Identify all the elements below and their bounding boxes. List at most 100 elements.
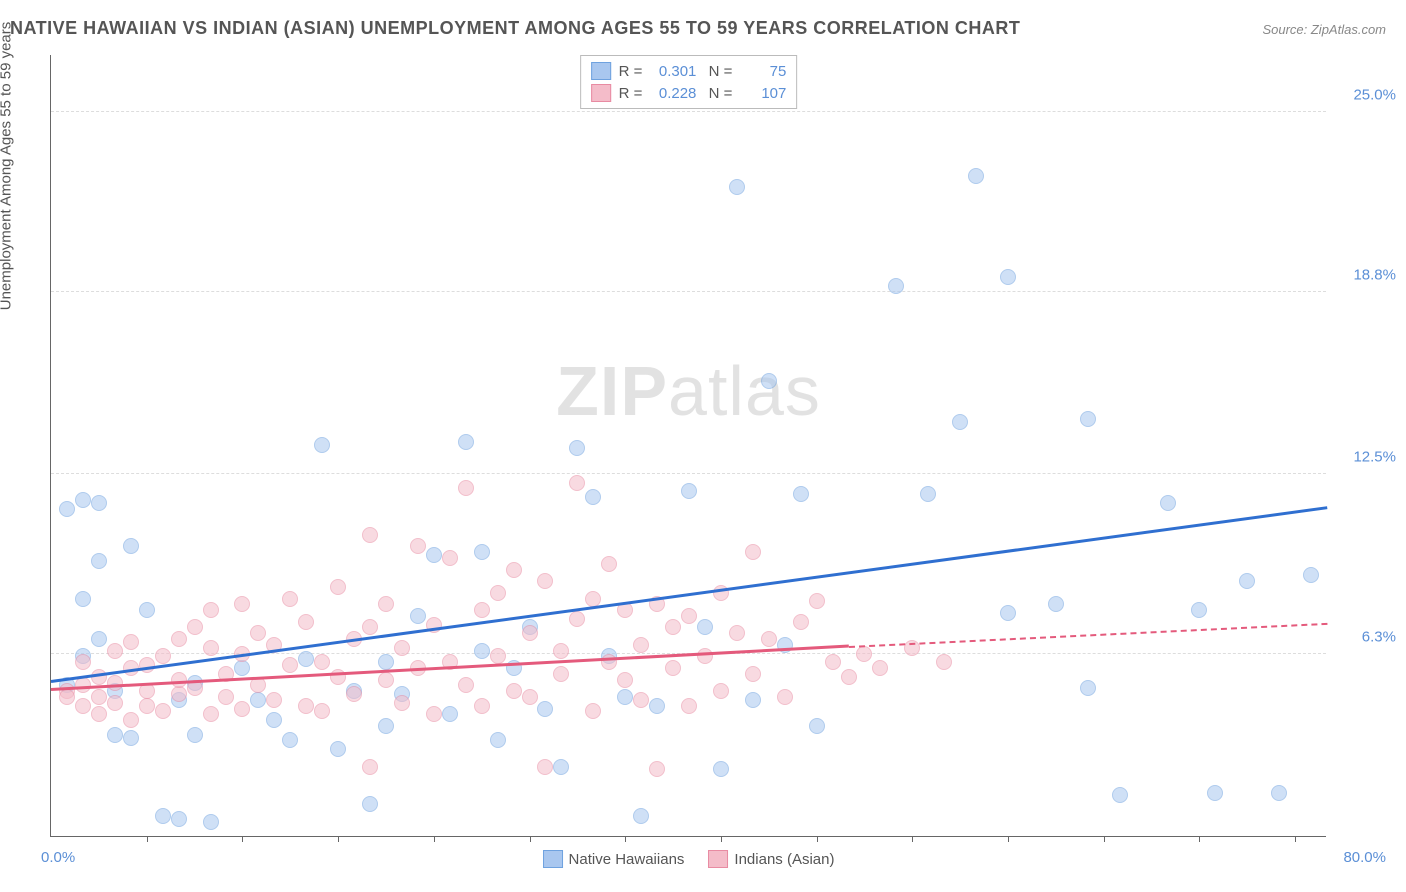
scatter-point — [250, 692, 266, 708]
scatter-point — [442, 706, 458, 722]
gridline — [51, 473, 1326, 474]
scatter-point — [91, 706, 107, 722]
scatter-point — [139, 698, 155, 714]
plot-area: ZIPatlas R =0.301 N =75R =0.228 N =107 0… — [50, 55, 1326, 837]
scatter-point — [458, 677, 474, 693]
scatter-point — [585, 703, 601, 719]
scatter-point — [1080, 680, 1096, 696]
scatter-point — [633, 637, 649, 653]
x-tick — [338, 836, 339, 842]
scatter-point — [362, 619, 378, 635]
scatter-point — [155, 703, 171, 719]
scatter-point — [553, 666, 569, 682]
scatter-point — [936, 654, 952, 670]
scatter-point — [234, 660, 250, 676]
scatter-point — [825, 654, 841, 670]
scatter-point — [203, 814, 219, 830]
gridline — [51, 291, 1326, 292]
scatter-point — [203, 706, 219, 722]
scatter-point — [506, 683, 522, 699]
scatter-point — [1191, 602, 1207, 618]
scatter-point — [745, 692, 761, 708]
scatter-point — [330, 579, 346, 595]
scatter-point — [123, 730, 139, 746]
scatter-point — [777, 689, 793, 705]
scatter-point — [426, 547, 442, 563]
x-tick — [817, 836, 818, 842]
scatter-point — [171, 811, 187, 827]
trendline-extrapolated — [848, 623, 1327, 648]
scatter-point — [681, 608, 697, 624]
stat-n-value: 75 — [740, 63, 786, 80]
scatter-point — [490, 648, 506, 664]
scatter-point — [537, 759, 553, 775]
scatter-point — [474, 602, 490, 618]
scatter-point — [282, 657, 298, 673]
legend-item: Native Hawaiians — [543, 850, 685, 868]
scatter-point — [585, 489, 601, 505]
scatter-point — [346, 686, 362, 702]
legend-label: Native Hawaiians — [569, 851, 685, 868]
scatter-point — [681, 698, 697, 714]
x-tick — [912, 836, 913, 842]
legend-swatch — [591, 84, 611, 102]
scatter-point — [872, 660, 888, 676]
x-tick — [242, 836, 243, 842]
scatter-point — [809, 593, 825, 609]
scatter-point — [91, 553, 107, 569]
x-tick — [1295, 836, 1296, 842]
scatter-point — [1112, 787, 1128, 803]
scatter-point — [75, 654, 91, 670]
scatter-point — [107, 675, 123, 691]
scatter-point — [282, 591, 298, 607]
scatter-point — [171, 672, 187, 688]
scatter-point — [250, 625, 266, 641]
scatter-point — [155, 808, 171, 824]
scatter-point — [314, 654, 330, 670]
scatter-point — [362, 796, 378, 812]
scatter-point — [888, 278, 904, 294]
scatter-point — [809, 718, 825, 734]
scatter-point — [713, 761, 729, 777]
scatter-point — [171, 631, 187, 647]
scatter-point — [91, 495, 107, 511]
legend-swatch — [708, 850, 728, 868]
scatter-point — [298, 614, 314, 630]
x-tick — [434, 836, 435, 842]
scatter-point — [187, 619, 203, 635]
scatter-point — [1048, 596, 1064, 612]
stat-r-value: 0.228 — [650, 85, 696, 102]
scatter-point — [282, 732, 298, 748]
x-axis-max-label: 80.0% — [1343, 849, 1386, 866]
x-tick — [625, 836, 626, 842]
watermark: ZIPatlas — [556, 351, 821, 431]
scatter-point — [1207, 785, 1223, 801]
scatter-point — [107, 695, 123, 711]
scatter-point — [298, 698, 314, 714]
scatter-point — [952, 414, 968, 430]
scatter-point — [522, 689, 538, 705]
scatter-point — [553, 759, 569, 775]
scatter-point — [617, 689, 633, 705]
scatter-point — [506, 562, 522, 578]
scatter-point — [394, 640, 410, 656]
scatter-point — [410, 608, 426, 624]
scatter-point — [266, 712, 282, 728]
y-tick-label: 12.5% — [1353, 448, 1396, 465]
stat-n-value: 107 — [740, 85, 786, 102]
scatter-point — [745, 666, 761, 682]
stats-legend-row: R =0.228 N =107 — [591, 82, 787, 104]
scatter-point — [362, 759, 378, 775]
scatter-point — [665, 619, 681, 635]
scatter-point — [1080, 411, 1096, 427]
scatter-point — [187, 727, 203, 743]
scatter-point — [218, 689, 234, 705]
scatter-point — [155, 648, 171, 664]
stat-n-label: N = — [704, 85, 732, 102]
x-tick — [147, 836, 148, 842]
scatter-point — [474, 643, 490, 659]
scatter-point — [330, 741, 346, 757]
y-tick-label: 25.0% — [1353, 86, 1396, 103]
scatter-point — [681, 483, 697, 499]
scatter-point — [490, 585, 506, 601]
